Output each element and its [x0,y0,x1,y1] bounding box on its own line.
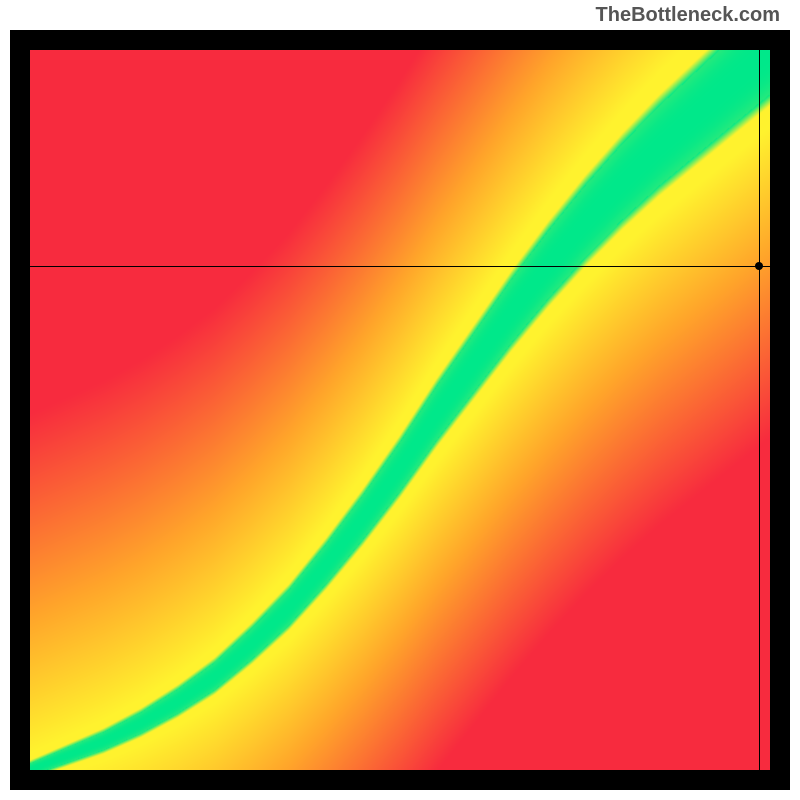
chart-container: TheBottleneck.com [0,0,800,800]
crosshair-point [755,262,763,270]
watermark-text: TheBottleneck.com [596,4,780,27]
crosshair-vertical [759,50,760,770]
chart-frame [10,30,790,790]
heatmap-canvas [30,50,770,770]
plot-area [30,50,770,770]
crosshair-horizontal [30,266,770,267]
